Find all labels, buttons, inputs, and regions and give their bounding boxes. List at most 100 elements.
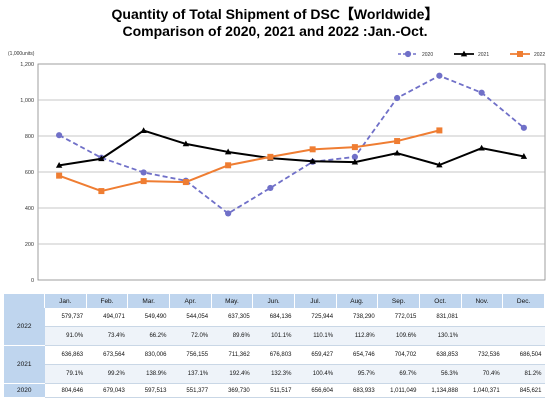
table-value-cell: 686,504	[502, 345, 545, 365]
series-2020-point	[140, 169, 147, 176]
table-value-cell: 1,134,888	[419, 383, 462, 398]
table-value-cell: 1,040,371	[461, 383, 503, 398]
table-value-cell: 654,746	[336, 345, 378, 365]
table-percent-cell: 99.2%	[86, 364, 128, 384]
chart-title: Quantity of Total Shipment of DSC【Worldw…	[0, 6, 550, 40]
table-row: 2020 804,646 679,043 597,513 551,377 369,730 5…	[4, 383, 545, 398]
table-value-cell: 673,564	[86, 345, 128, 365]
y-tick-label: 1,000	[20, 98, 34, 104]
table-value-cell: 684,136	[252, 308, 295, 327]
table-percent-cell: 70.4%	[461, 364, 503, 384]
table-percent-cell: 89.6%	[211, 326, 253, 346]
table-percent-cell: 79.1%	[44, 364, 87, 384]
table-percent-cell: 91.0%	[44, 326, 87, 346]
series-legend-2020-point	[404, 50, 412, 58]
table-percent-cell: 110.1%	[294, 326, 337, 346]
table-percent-cell: 66.2%	[127, 326, 170, 346]
table-value-cell: 579,737	[44, 308, 87, 327]
table-percent-cell: 56.3%	[419, 364, 462, 384]
table-percent-row: 91.0% 73.4% 66.2% 72.0% 89.6% 101.1% 110.1% 112…	[4, 326, 545, 346]
series-2021-point	[520, 153, 528, 159]
series-2021-point	[55, 161, 63, 168]
series-2020-point	[351, 153, 358, 160]
y-tick-label: 200	[25, 242, 34, 248]
table-value-cell: 711,362	[211, 345, 253, 365]
table-percent-cell: 72.0%	[169, 326, 212, 346]
table-percent-cell: 138.9%	[127, 364, 170, 384]
series-legend-2021-point	[460, 50, 468, 57]
table-year-cell: 2021	[4, 345, 45, 384]
series-2021-point	[478, 144, 485, 151]
table-value-cell: 831,081	[419, 308, 462, 327]
table-percent-cell: 137.1%	[169, 364, 212, 384]
series-2022-line	[58, 129, 440, 193]
table-percent-cell: 73.4%	[86, 326, 128, 346]
chart-title-line-1: Quantity of Total Shipment of DSC【Worldw…	[111, 6, 439, 22]
table-value-cell: 683,933	[336, 383, 378, 398]
series-2020-point	[394, 94, 401, 102]
series-2022-point	[267, 153, 274, 160]
y-tick-label: 0	[31, 278, 34, 284]
series-2020-point	[520, 124, 527, 131]
table-value-cell: 597,513	[127, 383, 170, 398]
legend-label-2022: 2022	[534, 52, 545, 58]
table-column-header: Mar.	[127, 294, 170, 308]
series-2021-point	[98, 155, 105, 162]
table-value-cell: 549,490	[127, 308, 170, 327]
table-percent-cell: 81.2%	[502, 364, 545, 384]
table-value-cell: 845,621	[502, 383, 545, 398]
y-tick-label: 800	[25, 134, 34, 140]
table-column-header: Dec.	[502, 294, 545, 308]
y-tick-label: 400	[25, 206, 34, 212]
table-percent-cell: 95.7%	[336, 364, 378, 384]
series-2021-point	[393, 149, 401, 156]
table-column-header: Apr.	[169, 294, 212, 308]
table-column-header: Feb.	[86, 294, 129, 308]
series-2021-point	[140, 127, 147, 133]
table-row: 2021 636,863 673,564 830,006 756,155 711,362 6…	[4, 345, 545, 384]
series-2020-point	[56, 132, 63, 139]
series-2020-line	[58, 74, 525, 215]
series-2020-point	[267, 184, 274, 192]
table-value-cell: 756,155	[169, 345, 212, 365]
series-2021-point	[309, 157, 316, 164]
table-value-cell: 772,015	[377, 308, 420, 327]
legend-label-2021: 2021	[478, 52, 489, 58]
table-value-cell: 676,803	[252, 345, 295, 365]
legend-label-2020: 2020	[422, 52, 433, 58]
table-percent-cell: 69.7%	[377, 364, 420, 384]
series-2021-point	[224, 148, 232, 155]
series-2022-point	[394, 138, 401, 145]
table-column-header: Jun.	[252, 294, 295, 308]
table-value-cell: 637,305	[211, 308, 253, 327]
table-percent-cell: 130.1%	[419, 326, 462, 346]
series-legend-2022-point	[517, 51, 523, 57]
table-value-cell	[461, 308, 503, 327]
table-value-cell: 636,863	[44, 345, 87, 365]
table-value-cell: 725,944	[294, 308, 337, 327]
table-value-cell: 544,054	[169, 308, 212, 327]
series-2022-point	[309, 146, 316, 153]
table-percent-cell	[502, 326, 545, 346]
table-year-cell: 2022	[4, 308, 45, 346]
table-value-cell: 830,006	[127, 345, 170, 365]
table-percent-cell: 132.3%	[252, 364, 295, 384]
table-header-row: Jan. Feb. Mar. Apr. May. Jun. Jul. Aug. Sep. Oct.…	[4, 294, 545, 308]
table-value-cell: 511,517	[252, 383, 295, 398]
table-value-cell: 738,290	[336, 308, 378, 327]
series-2021-point	[351, 158, 359, 165]
table-value-cell: 804,646	[44, 383, 87, 398]
series-2020-point	[478, 89, 485, 96]
table-percent-cell: 100.4%	[294, 364, 337, 384]
series-2022-point	[225, 162, 232, 169]
table-value-cell: 656,604	[294, 383, 337, 398]
table-percent-cell: 101.1%	[252, 326, 295, 346]
series-2021-point	[436, 161, 443, 168]
table-column-header: May.	[211, 294, 254, 308]
data-table: Jan. Feb. Mar. Apr. May. Jun. Jul. Aug. Sep. Oct.…	[4, 294, 545, 398]
table-percent-cell: 112.8%	[336, 326, 378, 346]
series-2022-point	[140, 178, 147, 185]
series-2022-point	[98, 188, 105, 195]
line-chart: 0 200 400 600 800 1,000 1,200 (1,000units) 2020 2…	[8, 50, 546, 284]
series-2021-point	[182, 140, 190, 147]
